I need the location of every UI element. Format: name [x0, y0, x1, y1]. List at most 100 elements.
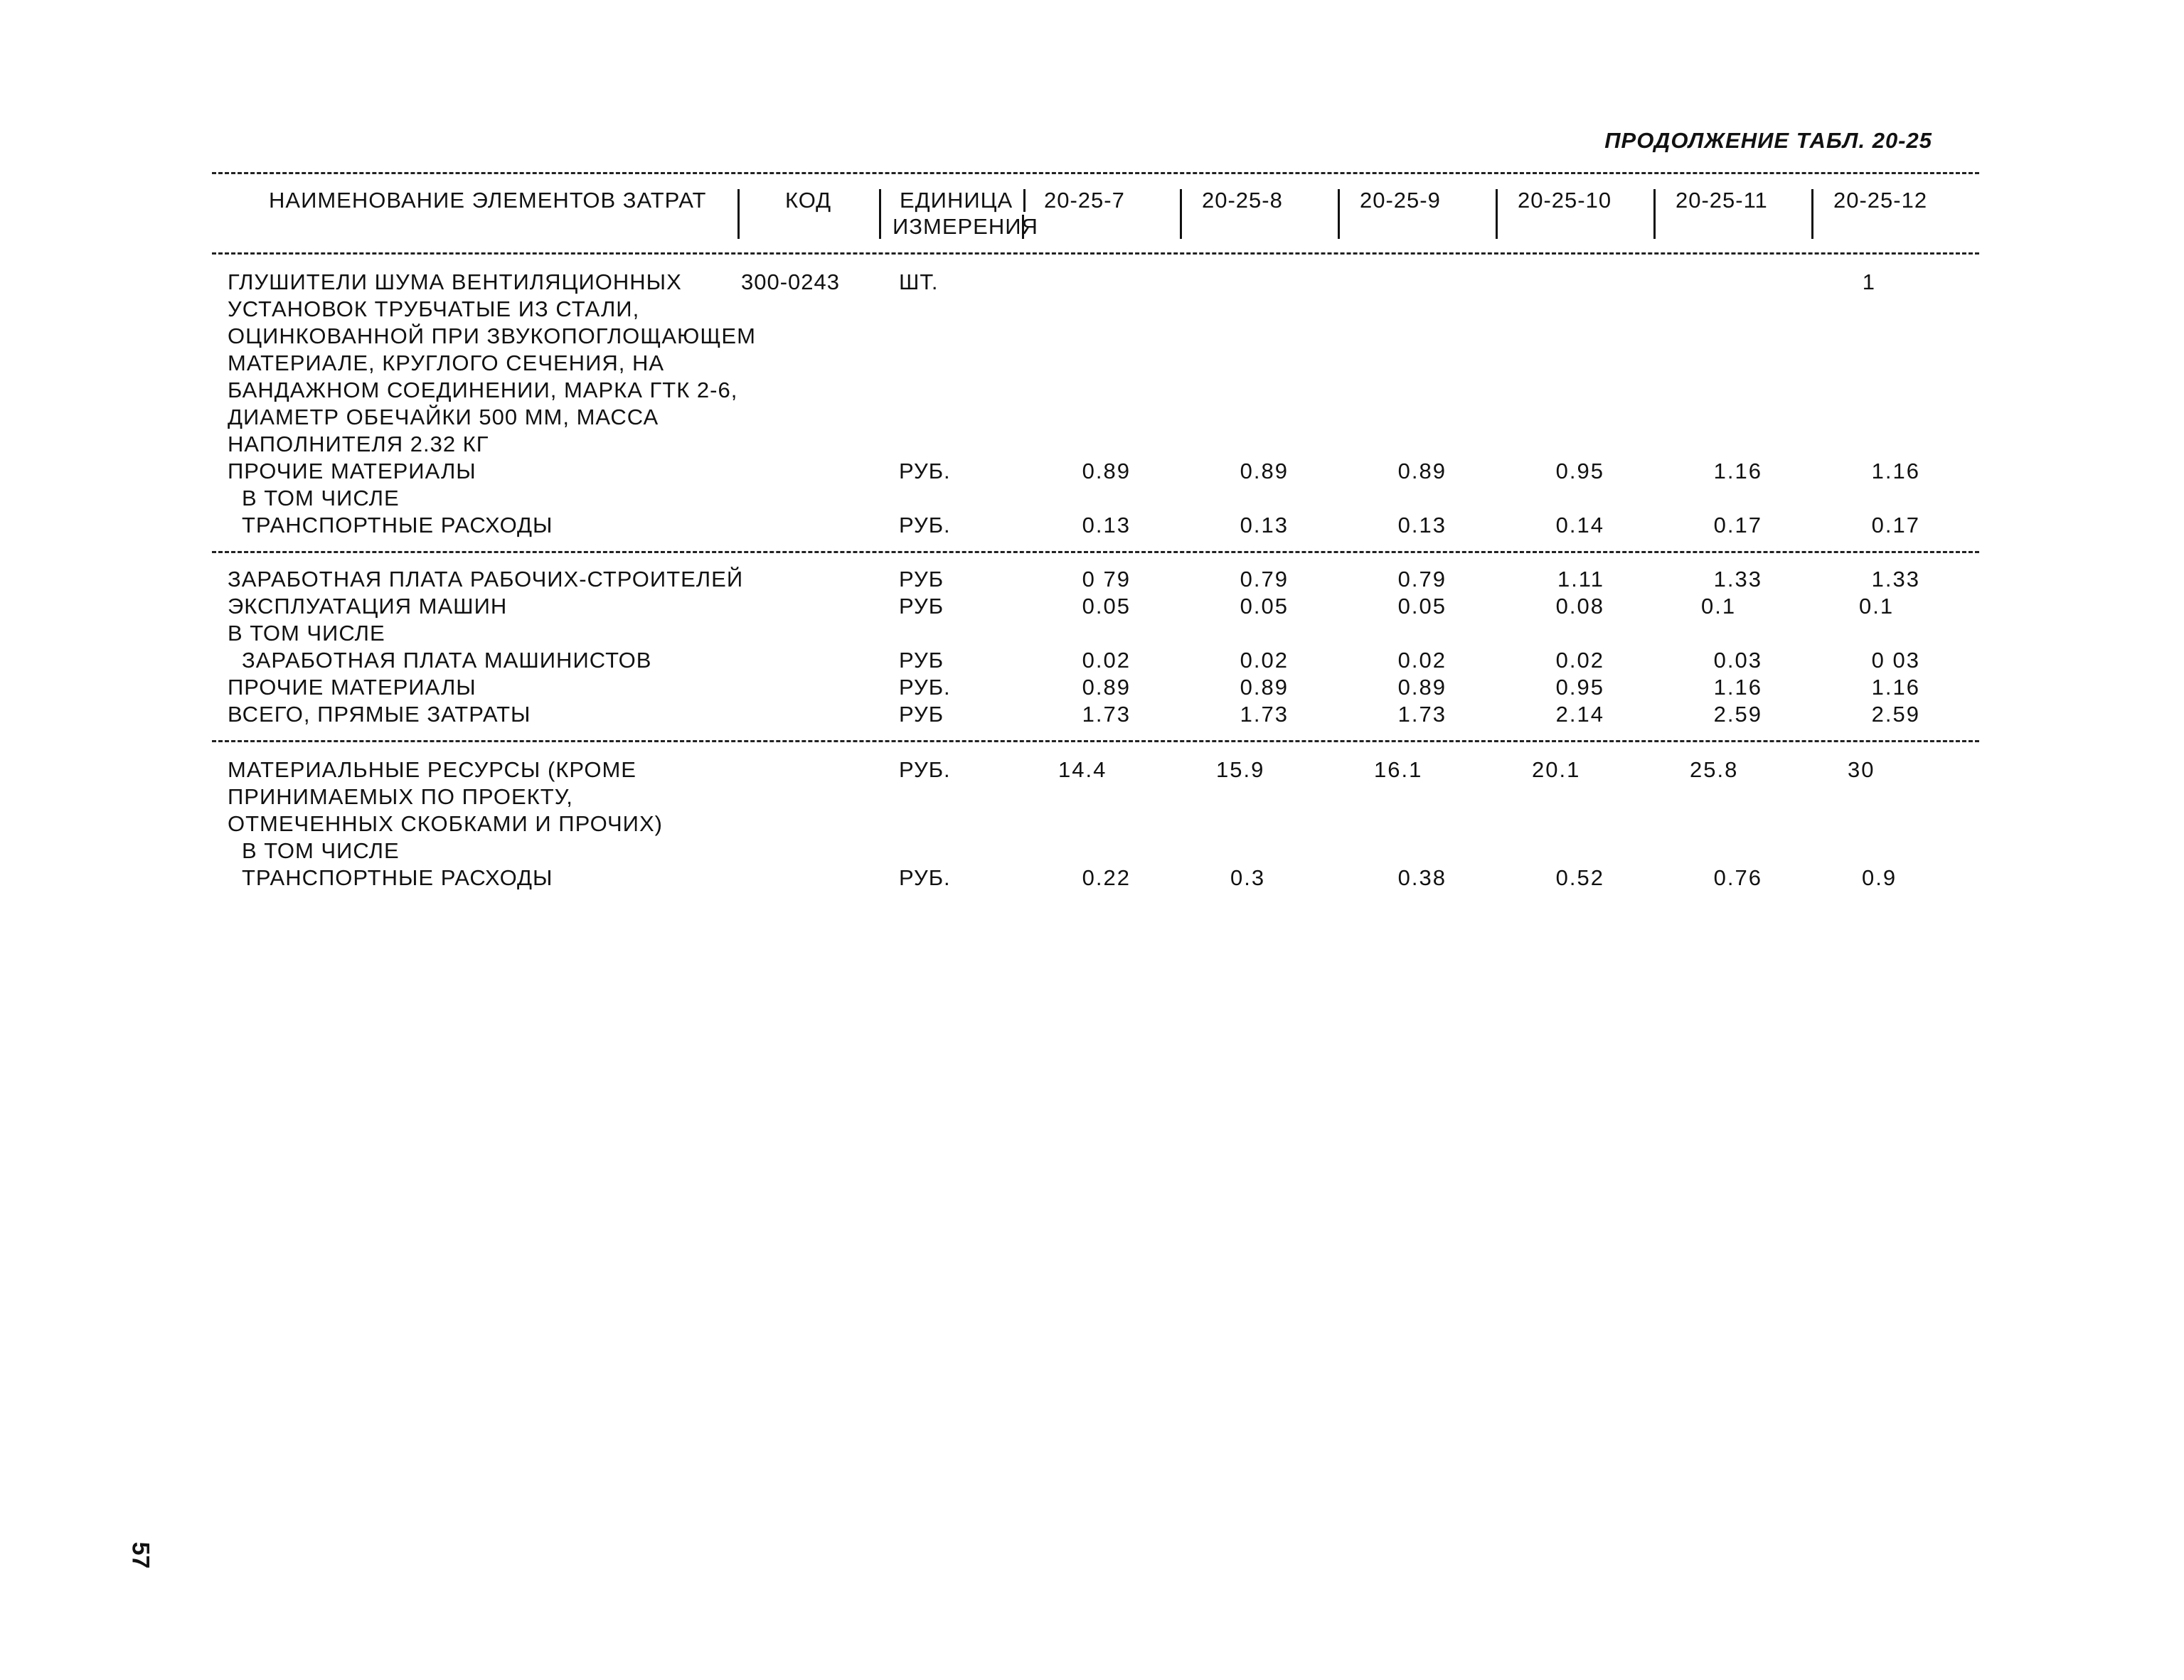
- row-value: 15.9: [1216, 757, 1265, 782]
- section-rule: [212, 740, 1979, 742]
- row-value: 0.1: [1859, 594, 1895, 619]
- row-name-line: БАНДАЖНОМ СОЕДИНЕНИИ, МАРКА ГТК 2-6,: [228, 378, 738, 402]
- row-value: 0.79: [1240, 567, 1289, 592]
- row-name: ПРОЧИЕ МАТЕРИАЛЫ: [228, 675, 476, 700]
- row-name: ЗАРАБОТНАЯ ПЛАТА МАШИНИСТОВ: [242, 648, 652, 673]
- row-value: 0.03: [1713, 648, 1762, 673]
- row-value: 1.73: [1240, 702, 1289, 727]
- row-name: В ТОМ ЧИСЛЕ: [228, 621, 385, 646]
- row-value: 0.05: [1240, 594, 1289, 619]
- row-name-line: ГЛУШИТЕЛИ ШУМА ВЕНТИЛЯЦИОННЫХ: [228, 269, 682, 294]
- row-value: 2.14: [1555, 702, 1604, 727]
- row-value: 0.38: [1397, 865, 1447, 890]
- row-value: 0.52: [1555, 865, 1604, 890]
- row-value: 0.13: [1397, 513, 1447, 537]
- header-col-6: 20-25-12: [1833, 188, 1928, 213]
- row-value: 0.1: [1701, 594, 1737, 619]
- row-value: 0.08: [1555, 594, 1604, 619]
- row-value: 30: [1848, 757, 1875, 782]
- row-unit: РУБ.: [899, 459, 951, 483]
- row-value: 1: [1862, 269, 1876, 294]
- row-unit: РУБ: [899, 567, 944, 592]
- row-name-line: ОТМЕЧЕННЫХ СКОБКАМИ И ПРОЧИХ): [228, 811, 663, 836]
- row-value: 0 79: [1082, 567, 1131, 592]
- header-col-2: 20-25-8: [1202, 188, 1283, 213]
- header-col-4: 20-25-10: [1518, 188, 1612, 213]
- row-name: ЭКСПЛУАТАЦИЯ МАШИН: [228, 594, 508, 619]
- row-value: 0.89: [1082, 675, 1131, 700]
- row-name-line: МАТЕРИАЛЕ, КРУГЛОГО СЕЧЕНИЯ, НА: [228, 351, 665, 375]
- row-value: 0.05: [1082, 594, 1131, 619]
- row-value: 0.02: [1397, 648, 1447, 673]
- row-value: 0.89: [1397, 459, 1447, 483]
- header-name: НАИМЕНОВАНИЕ ЭЛЕМЕНТОВ ЗАТРАТ: [269, 188, 707, 213]
- row-value: 0.89: [1397, 675, 1447, 700]
- row-value: 0.17: [1713, 513, 1762, 537]
- row-name: ТРАНСПОРТНЫЕ РАСХОДЫ: [242, 513, 553, 537]
- row-value: 2.59: [1713, 702, 1762, 727]
- row-value: 0.76: [1713, 865, 1762, 890]
- row-value: 1.16: [1713, 675, 1762, 700]
- header-top-rule: [212, 172, 1979, 174]
- row-value: 20.1: [1532, 757, 1581, 782]
- header-col-3: 20-25-9: [1360, 188, 1441, 213]
- row-name: В ТОМ ЧИСЛЕ: [242, 838, 400, 863]
- row-value: 2.59: [1871, 702, 1920, 727]
- row-value: 0.95: [1555, 675, 1604, 700]
- row-name-line: ОЦИНКОВАННОЙ ПРИ ЗВУКОПОГЛОЩАЮЩЕМ: [228, 323, 756, 348]
- row-value: 0.3: [1230, 865, 1266, 890]
- row-value: 0.02: [1555, 648, 1604, 673]
- header-unit-line1: ЕДИНИЦА: [900, 188, 1013, 213]
- row-name: ПРОЧИЕ МАТЕРИАЛЫ: [228, 459, 476, 483]
- row-value: 1.33: [1871, 567, 1920, 592]
- row-value: 0.02: [1082, 648, 1131, 673]
- row-unit: РУБ.: [899, 513, 951, 537]
- row-value: 0.13: [1240, 513, 1289, 537]
- row-value: 1.33: [1713, 567, 1762, 592]
- row-name: ТРАНСПОРТНЫЕ РАСХОДЫ: [242, 865, 553, 890]
- row-unit: РУБ: [899, 594, 944, 619]
- row-value: 1.73: [1082, 702, 1131, 727]
- row-value: 0.17: [1871, 513, 1920, 537]
- row-unit: РУБ.: [899, 757, 951, 782]
- header-separator: [737, 189, 740, 239]
- table-title: ПРОДОЛЖЕНИЕ ТАБЛ. 20-25: [1604, 128, 1932, 153]
- row-value: 0.02: [1240, 648, 1289, 673]
- header-unit-line2: ИЗМЕРЕНИЯ: [893, 214, 1038, 239]
- row-value: 16.1: [1374, 757, 1423, 782]
- row-unit: РУБ.: [899, 675, 951, 700]
- section-rule: [212, 551, 1979, 553]
- header-separator: [1180, 189, 1182, 239]
- row-name-line: УСТАНОВОК ТРУБЧАТЫЕ ИЗ СТАЛИ,: [228, 296, 640, 321]
- row-value: 0.89: [1240, 675, 1289, 700]
- row-value: 0 03: [1871, 648, 1920, 673]
- row-value: 0.05: [1397, 594, 1447, 619]
- header-separator: [1338, 189, 1340, 239]
- row-value: 0.13: [1082, 513, 1131, 537]
- row-value: 0.89: [1240, 459, 1289, 483]
- row-name: ВСЕГО, ПРЯМЫЕ ЗАТРАТЫ: [228, 702, 531, 727]
- row-name-line: ДИАМЕТР ОБЕЧАЙКИ 500 ММ, МАССА: [228, 405, 659, 429]
- row-value: 1.73: [1397, 702, 1447, 727]
- row-value: 0.79: [1397, 567, 1447, 592]
- row-value: 0.22: [1082, 865, 1131, 890]
- row-value: 0.89: [1082, 459, 1131, 483]
- row-value: 25.8: [1690, 757, 1739, 782]
- row-name: В ТОМ ЧИСЛЕ: [242, 486, 400, 510]
- header-separator: [1811, 189, 1813, 239]
- row-unit: РУБ: [899, 702, 944, 727]
- row-name-line: МАТЕРИАЛЬНЫЕ РЕСУРСЫ (КРОМЕ: [228, 757, 636, 782]
- header-separator: [1023, 189, 1026, 212]
- row-value: 1.11: [1557, 567, 1604, 592]
- header-col-1: 20-25-7: [1044, 188, 1125, 213]
- row-value: 1.16: [1713, 459, 1762, 483]
- header-separator: [1496, 189, 1498, 239]
- header-code: КОД: [785, 188, 832, 213]
- row-unit: ШТ.: [899, 269, 939, 294]
- row-unit: РУБ: [899, 648, 944, 673]
- header-separator: [1653, 189, 1656, 239]
- header-separator: [879, 189, 881, 239]
- header-bottom-rule: [212, 252, 1979, 255]
- row-value: 0.9: [1862, 865, 1897, 890]
- row-value: 1.16: [1871, 675, 1920, 700]
